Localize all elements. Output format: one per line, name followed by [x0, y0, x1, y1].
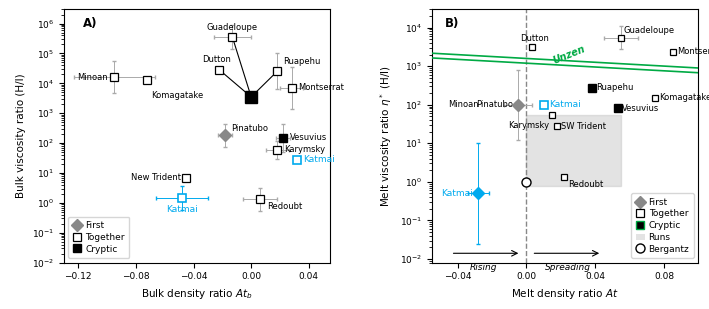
Text: Vesuvius: Vesuvius: [622, 104, 659, 113]
Text: B): B): [445, 17, 459, 30]
Text: Montserrat: Montserrat: [676, 47, 709, 56]
Text: Redoubt: Redoubt: [267, 202, 302, 211]
Text: SW Trident: SW Trident: [562, 121, 606, 131]
Text: Redoubt: Redoubt: [569, 180, 603, 189]
Legend: First, Together, Cryptic: First, Together, Cryptic: [68, 217, 130, 258]
Text: Komagatake: Komagatake: [152, 91, 203, 100]
Text: Montserrat: Montserrat: [298, 83, 345, 92]
Text: Spreading: Spreading: [545, 263, 591, 272]
Y-axis label: Melt viscosity ratio $\eta^*$ (H/I): Melt viscosity ratio $\eta^*$ (H/I): [379, 65, 394, 207]
Text: A): A): [82, 17, 97, 30]
Text: Vesuvius: Vesuvius: [290, 133, 327, 142]
Text: Karymsky: Karymsky: [508, 121, 549, 130]
Text: Katmai: Katmai: [549, 100, 581, 109]
Text: Pinatubo: Pinatubo: [230, 124, 268, 133]
Text: Katmai: Katmai: [441, 189, 473, 198]
Text: Unzen: Unzen: [552, 44, 587, 66]
Text: Ruapehu: Ruapehu: [283, 57, 320, 66]
Text: Dutton: Dutton: [520, 34, 549, 43]
Text: Guadeloupe: Guadeloupe: [207, 23, 258, 32]
Text: Pinatubo: Pinatubo: [476, 100, 513, 109]
X-axis label: Melt density ratio $At$: Melt density ratio $At$: [511, 287, 619, 301]
Text: New Trident: New Trident: [130, 173, 181, 182]
Text: Komagatake: Komagatake: [659, 93, 709, 103]
Text: Minoan: Minoan: [448, 100, 479, 109]
Text: Rising: Rising: [469, 263, 497, 272]
Text: Katmai: Katmai: [303, 155, 335, 164]
Bar: [526, 115, 621, 186]
X-axis label: Bulk density ratio $At_b$: Bulk density ratio $At_b$: [141, 287, 253, 301]
Text: Dutton: Dutton: [202, 55, 231, 64]
Text: Katmai: Katmai: [166, 205, 198, 214]
Legend: First, Together, Cryptic, Runs, Bergantz: First, Together, Cryptic, Runs, Bergantz: [632, 193, 694, 258]
Text: Karymsky: Karymsky: [284, 145, 325, 154]
Text: Guadeloupe: Guadeloupe: [624, 26, 675, 35]
Y-axis label: Bulk viscosity ratio (H/I): Bulk viscosity ratio (H/I): [16, 74, 26, 198]
Text: Minoan: Minoan: [77, 73, 107, 82]
Text: Ruapehu: Ruapehu: [596, 83, 633, 92]
